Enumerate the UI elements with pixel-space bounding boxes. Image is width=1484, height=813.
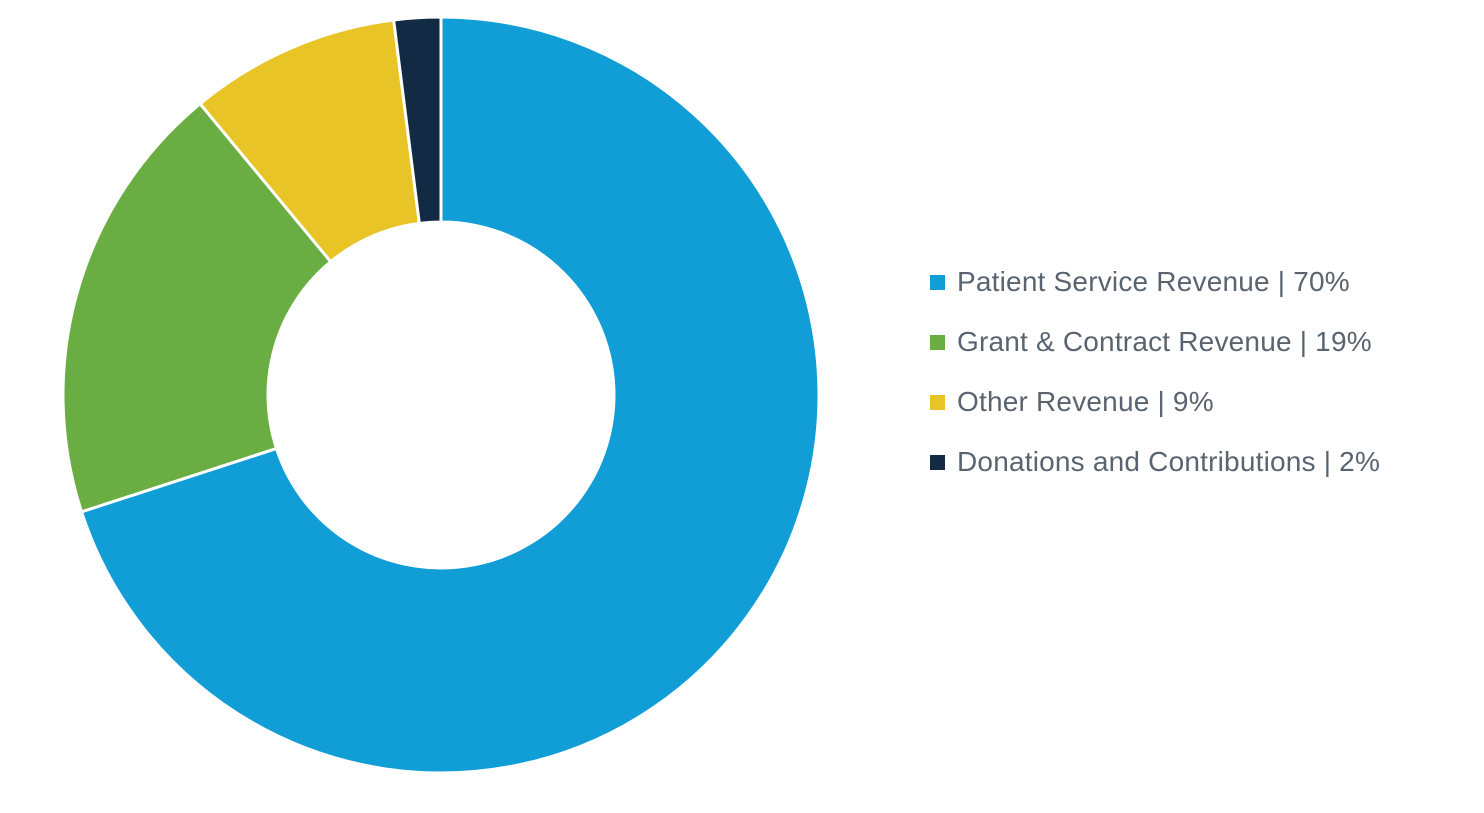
donut-chart [61,15,821,775]
legend-item-patient-service-revenue: Patient Service Revenue | 70% [930,262,1470,302]
legend-label: Donations and Contributions | 2% [957,446,1381,477]
legend-swatch [930,274,945,290]
donut-slice-grant-contract-revenue [61,101,333,514]
legend-label: Other Revenue | 9% [957,386,1214,417]
donut-slice-donations-and-contributions [391,15,443,226]
legend-swatch [930,334,945,350]
donut-slice-patient-service-revenue [79,15,821,775]
legend-swatch [930,394,945,410]
legend-label: Grant & Contract Revenue | 19% [957,326,1372,357]
chart-legend: Patient Service Revenue | 70% Grant & Co… [930,262,1470,502]
legend-item-donations-contributions: Donations and Contributions | 2% [930,442,1470,482]
legend-swatch [930,454,945,470]
donut-slice-other-revenue [197,18,421,264]
legend-item-grant-contract-revenue: Grant & Contract Revenue | 19% [930,322,1470,362]
legend-item-other-revenue: Other Revenue | 9% [930,382,1470,422]
legend-label: Patient Service Revenue | 70% [957,266,1350,297]
